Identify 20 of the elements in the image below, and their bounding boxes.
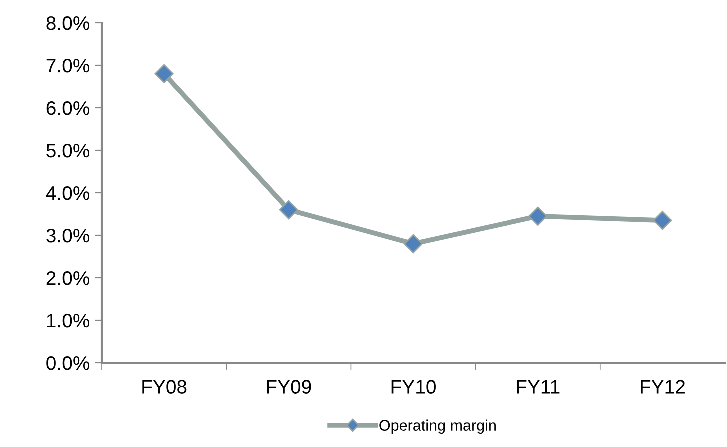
y-tick-label: 3.0% (46, 228, 90, 243)
point (528, 206, 548, 226)
point (154, 64, 174, 84)
point (653, 211, 672, 230)
legend-label: Operating margin (380, 420, 496, 434)
y-tick-label: 1.0% (47, 314, 90, 328)
x-tick-label: FY12 (641, 380, 685, 394)
y-tick-label: 6.0% (46, 101, 90, 116)
point (279, 200, 298, 220)
y-tick-label: 5.0% (46, 144, 90, 158)
point (404, 234, 424, 254)
x-tick-label: FY11 (517, 380, 560, 394)
x-tick-label: FY10 (392, 380, 436, 394)
x-tick-label: FY08 (142, 380, 187, 394)
y-tick-label: 7.0% (46, 58, 90, 73)
x-tick-label: FY09 (267, 380, 312, 394)
y-tick-label: 8.0% (46, 16, 90, 30)
y-tick-label: 2.0% (46, 271, 90, 286)
y-tick-label: 4.0% (46, 186, 90, 200)
y-tick-label: 0.0% (46, 356, 90, 370)
